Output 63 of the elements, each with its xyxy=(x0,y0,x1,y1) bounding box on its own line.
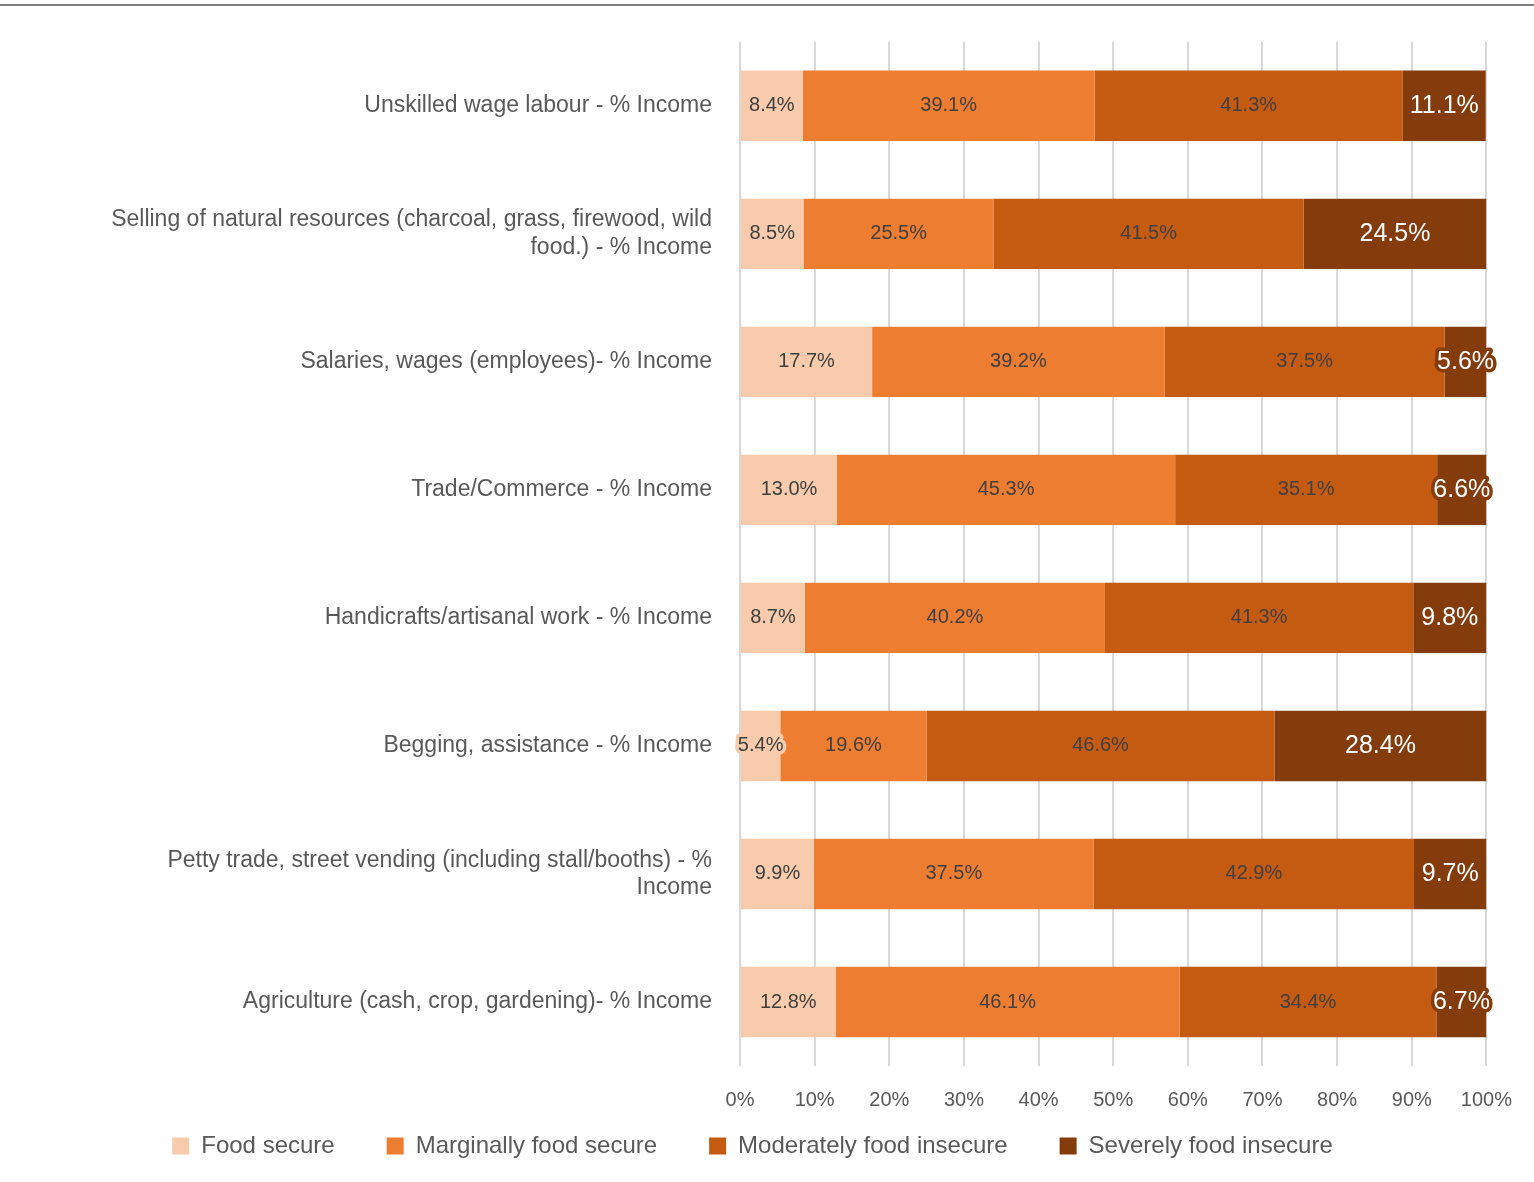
data-label: 41.5% xyxy=(1120,221,1178,244)
x-tick-label: 80% xyxy=(1317,1087,1358,1110)
data-label: 19.6% xyxy=(825,733,883,756)
data-label: 46.6% xyxy=(1072,733,1130,756)
data-label: 12.8% xyxy=(759,989,817,1012)
data-label: 28.4% xyxy=(1344,729,1416,758)
bar xyxy=(1094,70,1403,142)
data-label: 42.9% xyxy=(1225,861,1283,884)
bar xyxy=(802,70,1095,142)
x-tick-label: 100% xyxy=(1460,1087,1513,1110)
y-tick-label: Begging, assistance - % Income xyxy=(383,731,712,758)
legend-label: Food secure xyxy=(201,1130,335,1158)
x-tick-label: 20% xyxy=(869,1087,910,1110)
data-label: 11.1% xyxy=(1409,89,1479,118)
data-label: 34.4% xyxy=(1279,989,1337,1012)
x-tick-label: 70% xyxy=(1242,1087,1283,1110)
data-label: 39.2% xyxy=(990,349,1047,372)
x-tick-label: 50% xyxy=(1093,1087,1134,1110)
x-tick-label: 30% xyxy=(943,1087,985,1110)
data-label: 8.5% xyxy=(749,221,796,244)
data-label: 13.0% xyxy=(760,477,818,500)
y-tick-label: Salaries, wages (employees)- % Income xyxy=(300,347,712,374)
data-label: 41.3% xyxy=(1230,605,1288,628)
data-label: 37.5% xyxy=(1276,349,1334,372)
y-tick-label: Agriculture (cash, crop, gardening)- % Income xyxy=(242,987,712,1014)
data-label: 9.9% xyxy=(754,861,801,884)
bar xyxy=(804,582,1105,654)
data-label: 8.4% xyxy=(749,93,795,116)
bar xyxy=(1093,838,1415,910)
data-label: 9.7% xyxy=(1421,857,1479,886)
x-tick-label: 90% xyxy=(1391,1087,1433,1110)
data-label: 39.1% xyxy=(920,93,978,116)
data-label: 40.2% xyxy=(926,605,984,628)
data-label: 17.7% xyxy=(778,349,836,372)
bar xyxy=(837,454,1176,526)
legend-label: Severely food insecure xyxy=(1088,1130,1333,1158)
legend-label: Moderately food insecure xyxy=(738,1130,1008,1158)
data-label: 37.5% xyxy=(925,861,983,884)
y-tick-label: Unskilled wage labour - % Income xyxy=(364,91,712,118)
bar xyxy=(813,838,1094,910)
bar xyxy=(993,198,1304,270)
y-tick-label: Petty trade, street vending (including stall/booths) - % Income xyxy=(167,845,712,900)
y-tick-label: Selling of natural resources (charcoal, grass, firewood, wild food.) - % Income xyxy=(111,205,712,259)
data-label: 35.1% xyxy=(1277,477,1335,500)
bar xyxy=(872,326,1165,398)
data-label: 45.3% xyxy=(977,477,1035,500)
x-tick-label: 10% xyxy=(794,1087,835,1110)
bar xyxy=(803,198,994,270)
data-label: 25.5% xyxy=(870,221,928,244)
bar xyxy=(926,710,1275,782)
y-tick-label: Trade/Commerce - % Income xyxy=(411,475,712,502)
data-label: 24.5% xyxy=(1359,217,1431,246)
legend-label: Marginally food secure xyxy=(415,1130,658,1158)
data-label: 9.8% xyxy=(1421,601,1479,630)
y-tick-label: Handicrafts/artisanal work - % Income xyxy=(324,603,712,630)
data-label: 8.7% xyxy=(750,605,796,628)
x-tick-label: 40% xyxy=(1018,1087,1059,1110)
bar xyxy=(1105,582,1414,654)
data-label: 46.1% xyxy=(979,989,1037,1012)
x-tick-label: 0% xyxy=(725,1087,755,1110)
data-label: 41.3% xyxy=(1220,93,1278,116)
x-tick-label: 60% xyxy=(1167,1087,1209,1110)
bar xyxy=(835,966,1180,1038)
